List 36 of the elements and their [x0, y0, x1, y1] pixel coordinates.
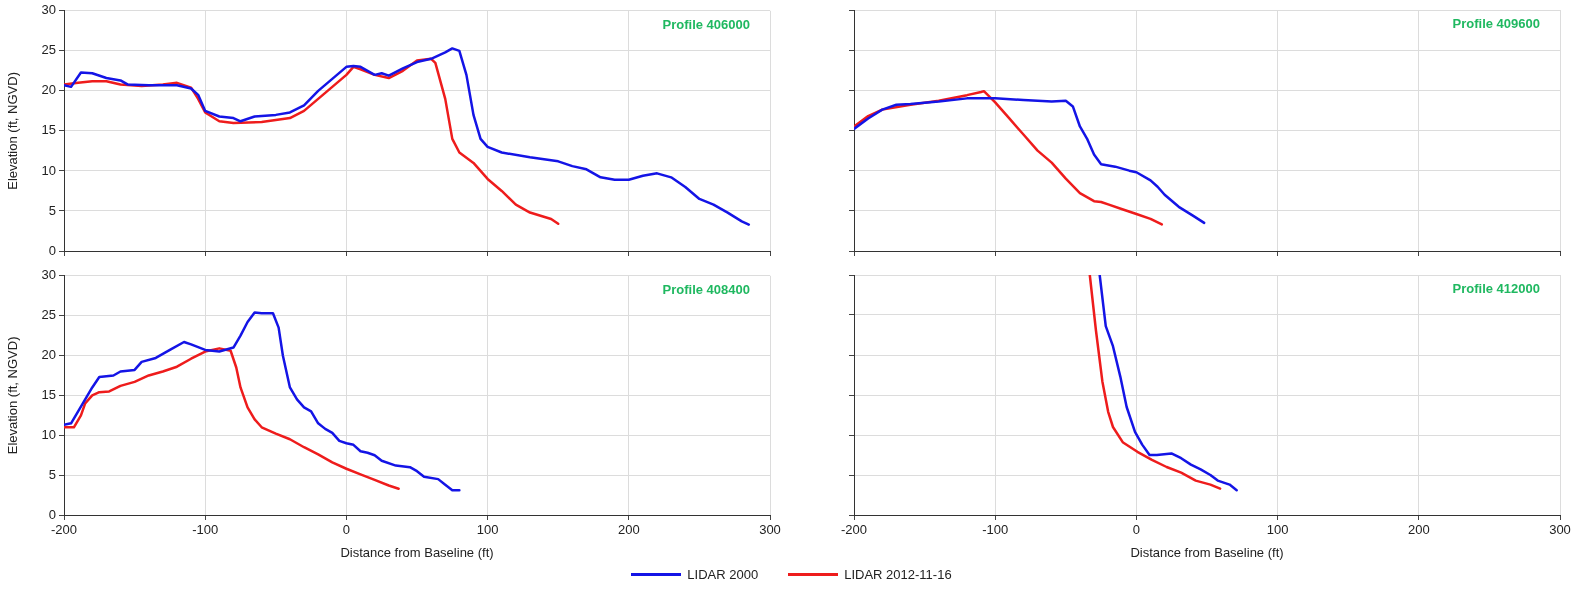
x-axis-title: Distance from Baseline (ft) — [1130, 544, 1284, 560]
y-tick-label: 20 — [41, 347, 56, 363]
x-tick-label: 200 — [1407, 522, 1430, 538]
text: Profile 408400 — [662, 281, 750, 297]
y-tick-label: 0 — [48, 242, 56, 258]
x-tick-label: -200 — [840, 522, 868, 538]
y-tick-label: 20 — [41, 82, 56, 98]
y-tick-label: 0 — [48, 506, 56, 522]
x-tick-label: -100 — [192, 522, 219, 538]
text: Profile 406000 — [662, 16, 750, 32]
y-tick-label: 15 — [41, 386, 56, 402]
y-tick-label: 10 — [41, 162, 56, 178]
x-tick-label: 100 — [1266, 522, 1289, 538]
x-axis-title: Distance from Baseline (ft) — [340, 544, 494, 560]
x-tick-label: 0 — [342, 522, 351, 538]
x-tick-label: 300 — [1549, 522, 1571, 538]
y-tick-label: 5 — [48, 202, 56, 218]
y-tick-label: 25 — [41, 42, 56, 58]
y-tick-label: 30 — [41, 267, 56, 283]
x-tick-label: 200 — [617, 522, 640, 538]
y-tick-label: 10 — [41, 426, 56, 442]
legend-label: LIDAR 2012-11-16 — [844, 567, 952, 582]
x-tick-label: 0 — [1132, 522, 1141, 538]
x-tick-label: -200 — [50, 522, 78, 538]
y-axis-title: Elevation (ft, NGVD) — [5, 72, 21, 190]
x-tick-label: 100 — [476, 522, 499, 538]
y-tick-label: 25 — [41, 307, 56, 323]
legend-label: LIDAR 2000 — [687, 567, 759, 582]
y-tick-label: 30 — [41, 2, 56, 18]
text: Profile 412000 — [1452, 281, 1540, 297]
y-tick-label: 15 — [41, 122, 56, 138]
y-axis-title: Elevation (ft, NGVD) — [5, 336, 21, 455]
x-tick-label: 300 — [759, 522, 781, 538]
x-tick-label: -100 — [982, 522, 1009, 538]
text: Profile 409600 — [1452, 16, 1540, 32]
y-tick-label: 5 — [48, 466, 56, 482]
